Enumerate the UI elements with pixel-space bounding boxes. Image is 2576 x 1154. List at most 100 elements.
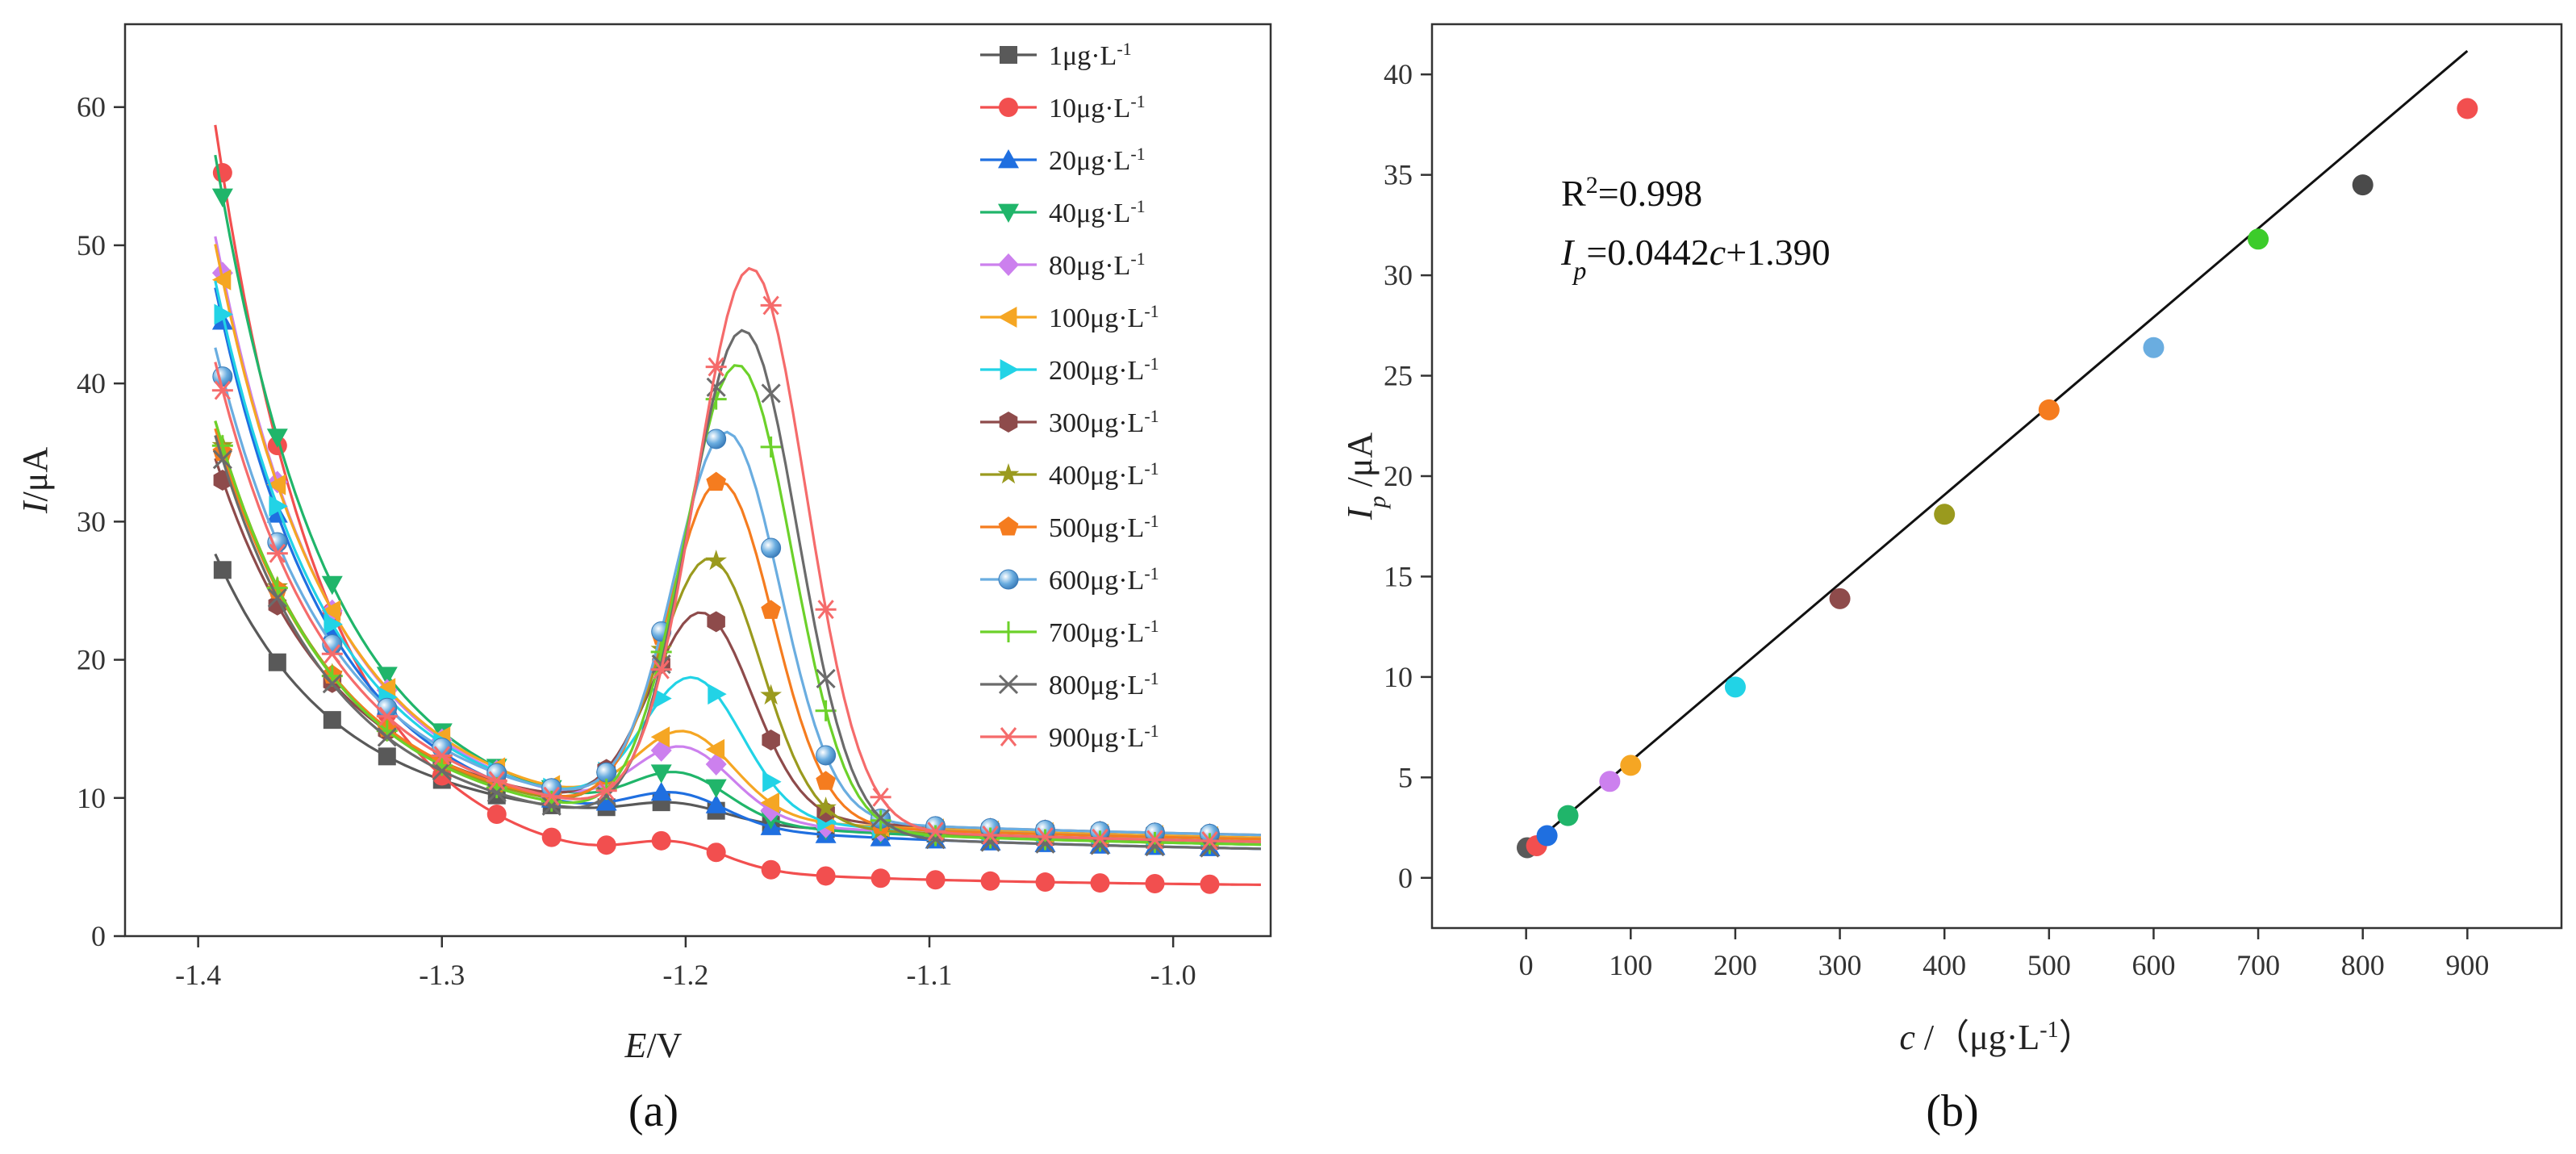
panel-b-y-tick-label: 15 bbox=[1384, 560, 1413, 592]
legend-swatch-marker bbox=[998, 203, 1019, 223]
panel-b-data-point bbox=[2143, 337, 2165, 358]
panel-a-data-point bbox=[815, 600, 837, 620]
panel-a-label: (a) bbox=[628, 1086, 678, 1136]
legend-entry: 400μg·L-1 bbox=[980, 458, 1159, 491]
panel-a-data-point bbox=[870, 787, 891, 807]
panel-b-data-point bbox=[1724, 676, 1746, 698]
panel-b-data-point bbox=[1599, 771, 1621, 792]
panel-a-data-point bbox=[650, 781, 672, 801]
panel-a-y-tick-label: 30 bbox=[77, 505, 106, 537]
panel-b-data-point bbox=[2248, 228, 2269, 250]
panel-a-data-point bbox=[925, 825, 946, 847]
legend-label: 600μg·L-1 bbox=[1049, 563, 1159, 596]
panel-a-data-point bbox=[816, 771, 836, 790]
panel-a-data-point bbox=[705, 738, 725, 760]
panel-a-data-point bbox=[707, 611, 725, 633]
panel-a-data-point bbox=[705, 794, 727, 813]
panel-a-data-point bbox=[541, 790, 562, 812]
panel-a-data-point bbox=[706, 429, 727, 449]
panel-a-data-point bbox=[816, 866, 836, 886]
panel-b-data-point bbox=[1536, 825, 1558, 847]
panel-a-data-point bbox=[653, 688, 672, 709]
panel-a-data-point bbox=[651, 830, 671, 851]
legend-entry: 20μg·L-1 bbox=[980, 144, 1146, 177]
panel-b-data-point bbox=[2457, 98, 2478, 119]
legend-swatch-marker bbox=[998, 569, 1019, 590]
panel-a-plot-frame bbox=[123, 23, 1272, 938]
panel-a-data-point bbox=[212, 449, 232, 470]
panel-a-data-point bbox=[650, 764, 672, 784]
panel-a-data-point bbox=[760, 792, 779, 813]
legend-label: 80μg·L-1 bbox=[1049, 249, 1146, 282]
panel-a-data-point bbox=[1145, 873, 1165, 893]
panel-a-data-point bbox=[650, 659, 672, 679]
panel-a-x-tick-label: -1.4 bbox=[175, 959, 221, 991]
legend-entry: 500μg·L-1 bbox=[980, 511, 1159, 543]
legend-label: 40μg·L-1 bbox=[1049, 196, 1146, 229]
panel-b-x-axis-title: c /（μg·L-1） bbox=[1899, 1018, 2094, 1058]
panel-b-x-tick-label: 700 bbox=[2236, 949, 2280, 981]
panel-a-data-point bbox=[925, 870, 946, 890]
panel-a-data-point bbox=[761, 383, 781, 403]
panel-a-series bbox=[212, 347, 1261, 844]
panel-a-data-point bbox=[1089, 828, 1111, 848]
legend-entry: 300μg·L-1 bbox=[980, 406, 1159, 438]
panel-a-data-point bbox=[376, 667, 398, 686]
panel-a-data-point bbox=[266, 474, 286, 495]
legend-entry: 10μg·L-1 bbox=[980, 91, 1146, 123]
panel-a-data-point bbox=[211, 380, 233, 400]
panel-a-data-point bbox=[762, 730, 780, 751]
panel-a-data-point bbox=[321, 575, 343, 596]
panel-b-r2-annotation: R2=0.998 bbox=[1561, 172, 1702, 215]
legend-label: 900μg·L-1 bbox=[1049, 721, 1159, 754]
panel-a-x-tick-label: -1.3 bbox=[419, 959, 465, 991]
panel-a-data-point bbox=[486, 771, 507, 791]
legend-label: 400μg·L-1 bbox=[1049, 458, 1159, 491]
panel-a-data-point bbox=[541, 786, 562, 806]
panel-a-data-point bbox=[1199, 833, 1221, 855]
panel-b-plot-frame bbox=[1430, 23, 2563, 930]
panel-a-data-point bbox=[377, 727, 397, 747]
legend-swatch-marker bbox=[999, 412, 1018, 433]
legend-swatch-marker bbox=[997, 463, 1020, 484]
panel-a-y-tick-label: 10 bbox=[77, 782, 106, 814]
panel-b-y-tick-label: 40 bbox=[1384, 58, 1413, 90]
panel-b-fit-line bbox=[1525, 49, 2469, 851]
panel-a-data-point bbox=[761, 859, 781, 880]
legend-label: 100μg·L-1 bbox=[1049, 301, 1159, 334]
panel-a-data-point bbox=[376, 706, 398, 726]
panel-b-y-tick-label: 25 bbox=[1384, 360, 1413, 392]
panel-a-data-point bbox=[762, 771, 782, 792]
panel-b-y-tick-label: 10 bbox=[1384, 661, 1413, 693]
panel-b-x-tick-label: 500 bbox=[2027, 949, 2071, 981]
panel-a-x-tick-label: -1.0 bbox=[1150, 959, 1196, 991]
panel-a-data-point bbox=[705, 550, 727, 571]
panel-a-data-point bbox=[1199, 831, 1221, 851]
legend-entry: 40μg·L-1 bbox=[980, 196, 1146, 229]
legend-swatch-marker bbox=[998, 516, 1019, 536]
legend-entry: 800μg·L-1 bbox=[980, 668, 1159, 700]
panel-a-data-point bbox=[760, 684, 782, 705]
legend-label: 20μg·L-1 bbox=[1049, 144, 1146, 177]
legend-swatch-marker bbox=[998, 674, 1019, 695]
legend-swatch-marker bbox=[998, 727, 1019, 746]
panel-b-y-tick-label: 30 bbox=[1384, 259, 1413, 291]
panel-a-series-line bbox=[214, 266, 1261, 843]
panel-a-data-point bbox=[816, 668, 836, 689]
panel-a-data-point bbox=[761, 600, 781, 619]
panel-a-x-tick-label: -1.2 bbox=[662, 959, 708, 991]
panel-a-data-point bbox=[1035, 872, 1055, 893]
panel-a-data-point bbox=[269, 495, 288, 517]
legend-entry: 200μg·L-1 bbox=[980, 353, 1159, 387]
panel-a-series bbox=[212, 124, 1261, 894]
panel-a-data-point bbox=[706, 471, 726, 491]
panel-a-data-point bbox=[267, 587, 287, 608]
panel-a-data-point bbox=[979, 827, 1001, 849]
legend-label: 200μg·L-1 bbox=[1049, 353, 1159, 387]
panel-a-data-point bbox=[268, 653, 286, 671]
panel-a-data-point bbox=[378, 747, 396, 766]
panel-a-data-point bbox=[1034, 827, 1056, 847]
panel-a-data-point bbox=[1034, 829, 1056, 851]
panel-a-x-tick-label: -1.1 bbox=[907, 959, 953, 991]
